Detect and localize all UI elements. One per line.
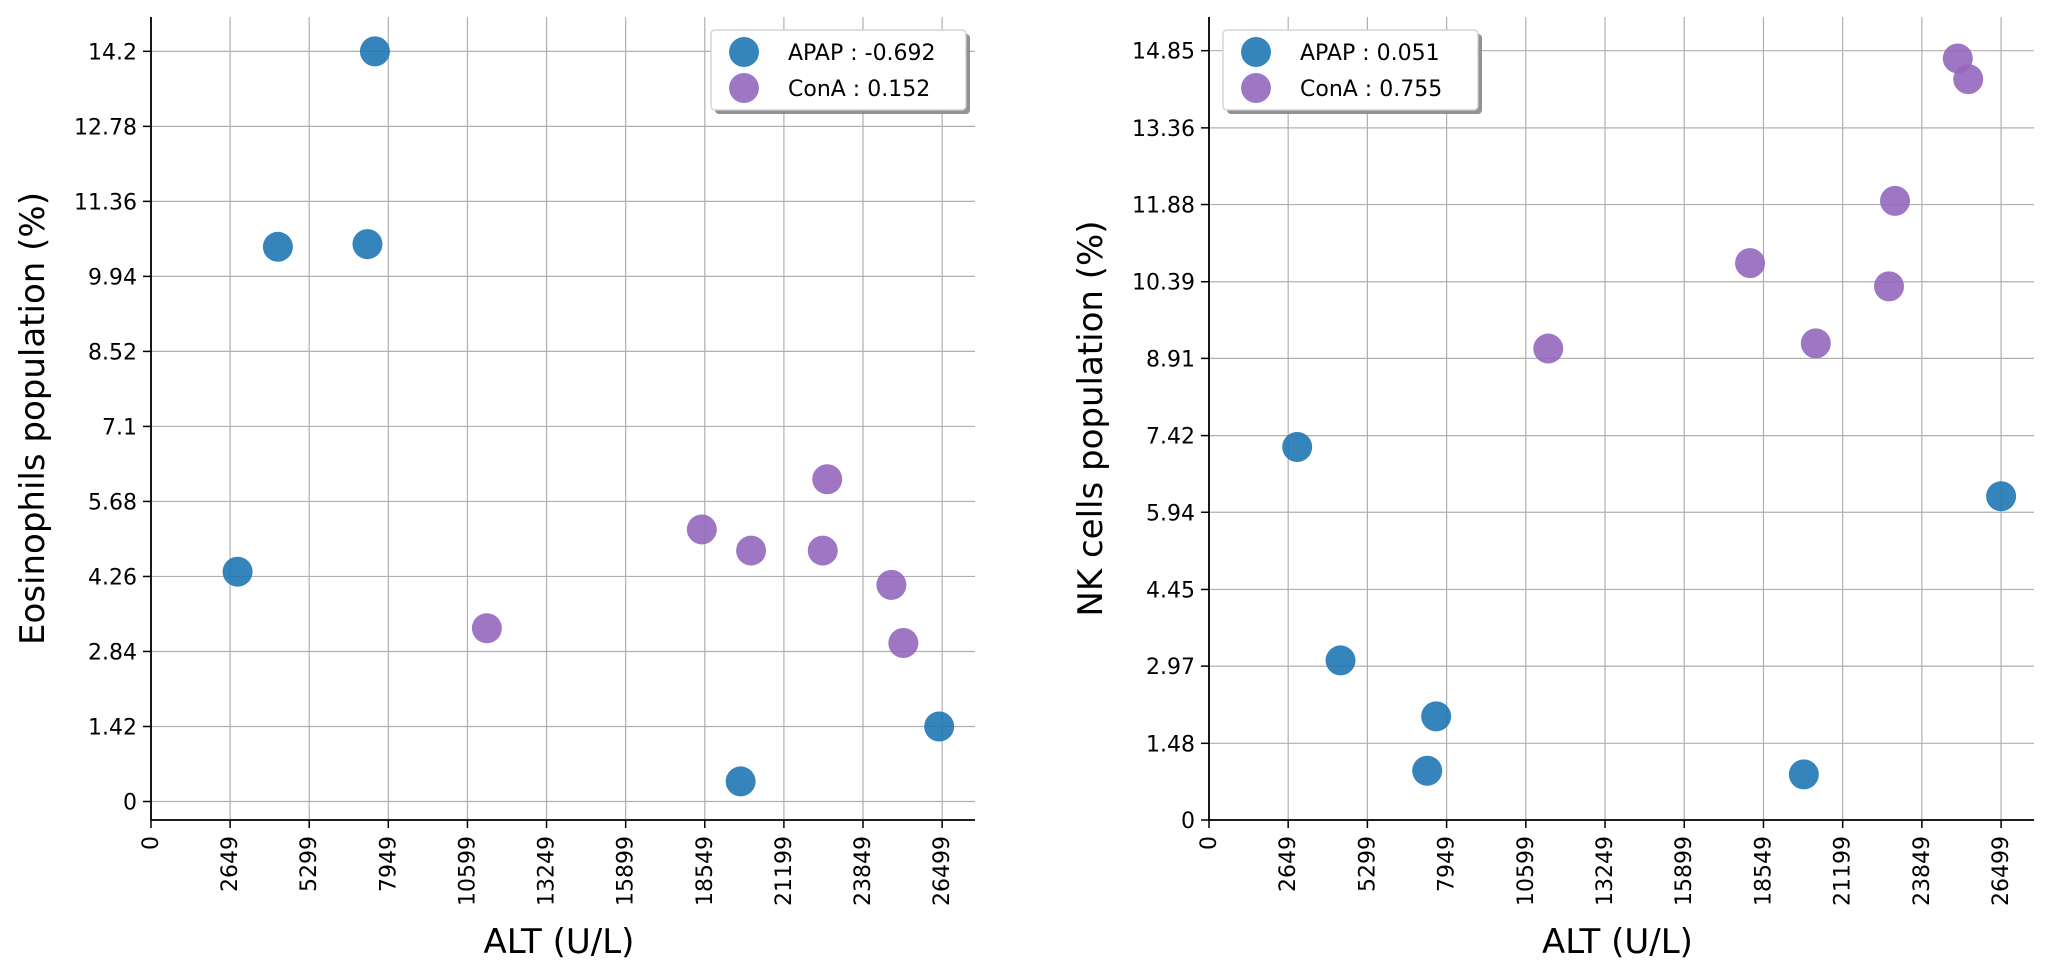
legend-label-apap: APAP : -0.692 bbox=[788, 41, 936, 66]
apap-point bbox=[725, 766, 756, 797]
y-tick-label: 1.48 bbox=[1146, 732, 1195, 757]
cona-point bbox=[1800, 328, 1831, 359]
y-tick-label: 11.36 bbox=[74, 190, 137, 215]
x-tick-label: 23849 bbox=[1910, 836, 1935, 906]
y-tick-label: 0 bbox=[1181, 809, 1195, 834]
cona-point bbox=[876, 569, 907, 600]
x-tick-label: 21199 bbox=[772, 836, 797, 906]
x-axis-label: ALT (U/L) bbox=[484, 922, 635, 962]
apap-point bbox=[222, 556, 253, 587]
y-tick-label: 12.78 bbox=[74, 115, 137, 140]
legend-box bbox=[710, 29, 967, 111]
x-tick-label: 10599 bbox=[1514, 836, 1539, 906]
cona-point bbox=[686, 514, 717, 545]
x-axis-label: ALT (U/L) bbox=[1542, 922, 1693, 962]
legend-label-apap: APAP : 0.051 bbox=[1300, 41, 1440, 66]
x-tick-label: 23849 bbox=[851, 836, 876, 906]
x-tick-label: 18549 bbox=[1751, 836, 1776, 906]
y-tick-label: 13.36 bbox=[1132, 117, 1195, 142]
apap-point bbox=[1421, 701, 1452, 732]
legend-label-cona: ConA : 0.755 bbox=[1300, 77, 1442, 102]
cona-point bbox=[1880, 185, 1911, 216]
y-tick-label: 5.94 bbox=[1146, 501, 1195, 526]
legend: APAP : -0.692 ConA : 0.152 bbox=[710, 29, 970, 114]
y-tick-label: 9.94 bbox=[88, 265, 137, 290]
x-tick-label: 2649 bbox=[218, 836, 243, 892]
legend: APAP : 0.051 ConA : 0.755 bbox=[1222, 29, 1482, 114]
x-tick-label: 5299 bbox=[1355, 836, 1380, 892]
apap-point bbox=[1412, 755, 1443, 786]
legend-marker-cona bbox=[1241, 73, 1271, 103]
x-tick-label: 18549 bbox=[693, 836, 718, 906]
x-tick-label: 15899 bbox=[614, 836, 639, 906]
x-tick-label: 10599 bbox=[455, 836, 480, 906]
cona-point bbox=[888, 628, 919, 659]
cona-point bbox=[812, 464, 843, 495]
apap-point bbox=[1788, 759, 1819, 790]
y-tick-label: 4.45 bbox=[1146, 578, 1195, 603]
legend-marker-cona bbox=[729, 73, 759, 103]
y-tick-label: 14.85 bbox=[1132, 40, 1195, 65]
y-tick-label: 5.68 bbox=[88, 490, 137, 515]
y-tick-label: 4.26 bbox=[88, 565, 137, 590]
chart-eosinophils: 0 2649 5299 7949 10599 13249 15899 18549 21199 23… bbox=[13, 17, 975, 962]
legend-label-cona: ConA : 0.152 bbox=[788, 77, 930, 102]
apap-point bbox=[352, 229, 383, 260]
x-tick-label: 5299 bbox=[297, 836, 322, 892]
apap-point bbox=[262, 231, 293, 262]
y-tick-label: 7.42 bbox=[1146, 425, 1195, 450]
apap-point bbox=[359, 36, 390, 67]
y-axis-label: Eosinophils population (%) bbox=[13, 192, 53, 645]
x-tick-label: 13249 bbox=[1593, 836, 1618, 906]
y-tick-label: 2.84 bbox=[88, 640, 137, 665]
y-tick-label: 14.2 bbox=[88, 40, 137, 65]
apap-point bbox=[1986, 481, 2017, 512]
chart-nk-cells: 0 2649 5299 7949 10599 13249 15899 18549 21199 23… bbox=[1071, 17, 2034, 962]
x-tick-label: 7949 bbox=[1435, 836, 1460, 892]
y-tick-label: 10.39 bbox=[1132, 271, 1195, 296]
y-tick-label: 2.97 bbox=[1146, 655, 1195, 680]
cona-point bbox=[807, 535, 838, 566]
apap-point bbox=[924, 711, 955, 742]
cona-point bbox=[1533, 333, 1564, 364]
apap-point bbox=[1325, 645, 1356, 676]
apap-point bbox=[1282, 431, 1313, 462]
cona-point bbox=[1953, 64, 1984, 95]
y-tick-label: 1.42 bbox=[88, 715, 137, 740]
x-tick-label: 15899 bbox=[1672, 836, 1697, 906]
legend-box bbox=[1222, 29, 1479, 111]
x-tick-label: 0 bbox=[1197, 836, 1222, 850]
cona-point bbox=[1735, 248, 1766, 279]
x-tick-label: 26499 bbox=[930, 836, 955, 906]
cona-point bbox=[471, 613, 502, 644]
y-tick-label: 11.88 bbox=[1132, 194, 1195, 219]
cona-point bbox=[736, 535, 767, 566]
legend-marker-apap bbox=[729, 37, 759, 67]
y-tick-label: 8.91 bbox=[1146, 347, 1195, 372]
y-tick-label: 7.1 bbox=[102, 415, 137, 440]
legend-marker-apap bbox=[1241, 37, 1271, 67]
x-tick-label: 0 bbox=[139, 836, 164, 850]
x-tick-label: 13249 bbox=[535, 836, 560, 906]
x-tick-label: 26499 bbox=[1989, 836, 2014, 906]
x-tick-label: 2649 bbox=[1276, 836, 1301, 892]
y-tick-label: 0 bbox=[123, 791, 137, 816]
y-axis-label: NK cells population (%) bbox=[1071, 220, 1111, 616]
y-tick-label: 8.52 bbox=[88, 340, 137, 365]
x-tick-label: 7949 bbox=[376, 836, 401, 892]
x-tick-label: 21199 bbox=[1831, 836, 1856, 906]
cona-point bbox=[1874, 271, 1905, 302]
